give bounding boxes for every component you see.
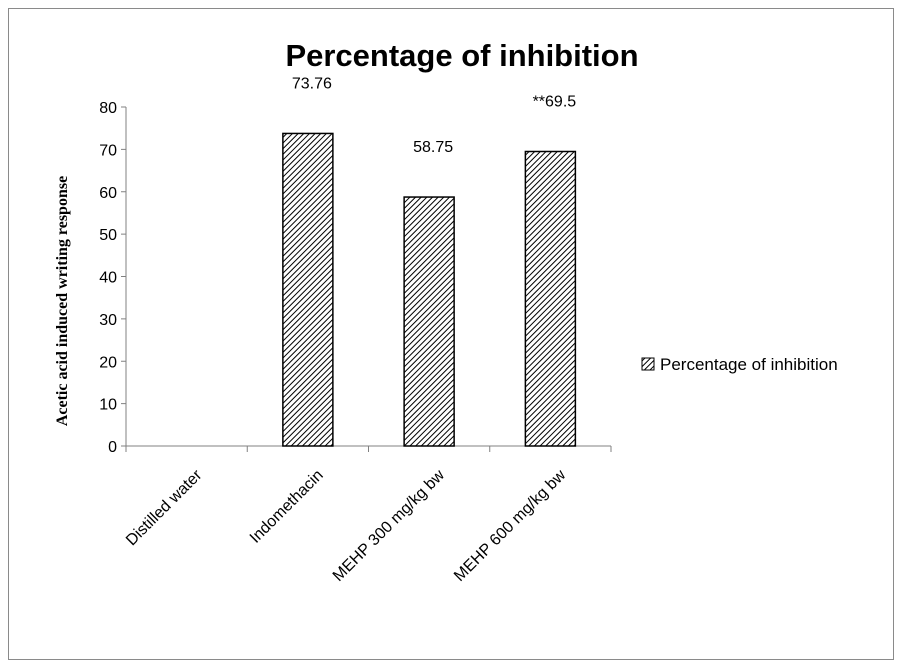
- category-label: MEHP 600 mg/kg bw: [451, 466, 569, 584]
- y-tick-label: 70: [99, 142, 117, 159]
- bars: [282, 132, 577, 447]
- y-tick-label: 80: [99, 100, 117, 117]
- bar: [524, 150, 577, 447]
- category-labels: Distilled water Indomethacin MEHP 300 mg/k…: [123, 466, 570, 585]
- data-label: 73.76: [292, 75, 332, 92]
- data-labels: 73.76 58.75 **69.5: [292, 75, 576, 156]
- category-label: Indomethacin: [247, 467, 327, 547]
- y-axis-label: Acetic acid induced writing response: [54, 176, 71, 426]
- y-axis-ticks: 0 10 20 30 40 50 60 70 80: [99, 100, 126, 456]
- data-label: 58.75: [413, 139, 453, 156]
- data-label: **69.5: [533, 93, 577, 110]
- y-tick-label: 10: [99, 397, 117, 414]
- bar: [282, 132, 334, 447]
- y-tick-label: 50: [99, 227, 117, 244]
- category-label: MEHP 300 mg/kg bw: [330, 466, 448, 584]
- legend-label: Percentage of inhibition: [660, 355, 838, 374]
- chart-title: Percentage of inhibition: [285, 38, 638, 73]
- chart-frame: Percentage of inhibition Acetic acid ind…: [8, 8, 894, 660]
- y-tick-label: 60: [99, 185, 117, 202]
- y-tick-label: 40: [99, 270, 117, 287]
- y-tick-label: 20: [99, 354, 117, 371]
- y-tick-label: 30: [99, 312, 117, 329]
- legend-swatch: [641, 357, 655, 371]
- bar: [403, 196, 455, 447]
- y-tick-label: 0: [108, 439, 117, 456]
- category-label: Distilled water: [123, 466, 206, 549]
- legend: Percentage of inhibition: [641, 355, 838, 374]
- chart-svg: Percentage of inhibition Acetic acid ind…: [54, 38, 838, 585]
